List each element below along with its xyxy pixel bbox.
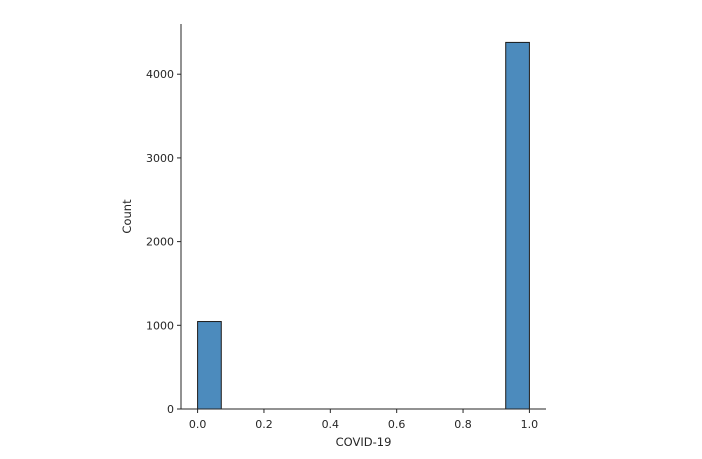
y-tick-label: 0 bbox=[167, 403, 174, 416]
x-axis-label: COVID-19 bbox=[336, 435, 392, 449]
x-tick-label: 1.0 bbox=[521, 418, 539, 431]
histogram-bar-0 bbox=[197, 321, 222, 410]
bars-group bbox=[197, 41, 530, 410]
y-ticks-group: 0 1000 2000 3000 4000 bbox=[146, 68, 181, 416]
y-tick-label: 4000 bbox=[146, 68, 174, 81]
x-tick-label: 0.8 bbox=[454, 418, 472, 431]
x-tick-label: 0.6 bbox=[388, 418, 406, 431]
y-tick-label: 1000 bbox=[146, 319, 174, 332]
y-tick-label: 3000 bbox=[146, 152, 174, 165]
x-tick-label: 0.0 bbox=[189, 418, 207, 431]
x-tick-label: 0.4 bbox=[322, 418, 340, 431]
histogram-bar-13 bbox=[505, 41, 530, 410]
y-axis-label: Count bbox=[120, 199, 134, 234]
y-tick-label: 2000 bbox=[146, 236, 174, 249]
x-tick-label: 0.2 bbox=[255, 418, 273, 431]
x-ticks-group: 0.0 0.2 0.4 0.6 0.8 1.0 bbox=[189, 409, 538, 431]
